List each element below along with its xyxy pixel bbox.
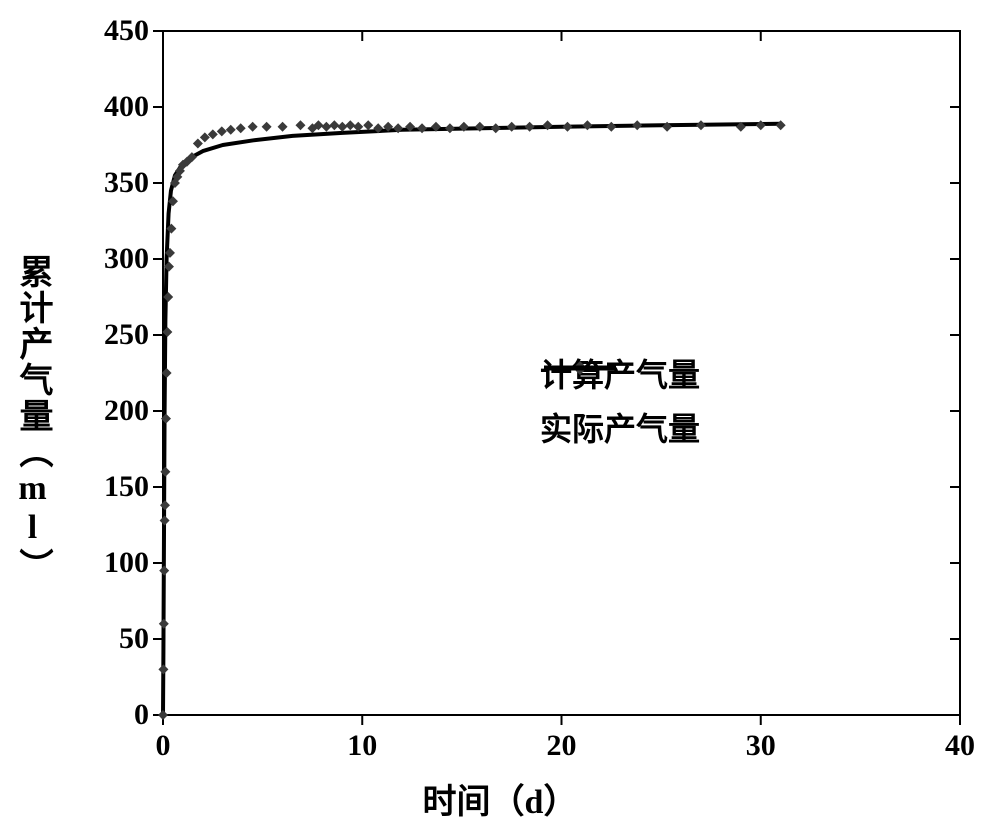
y-tick-label: 100: [104, 546, 149, 580]
chart-legend: 计算产气量 实际产气量: [540, 350, 700, 458]
x-tick-label: 10: [347, 729, 377, 763]
legend-label-line: 实际产气量: [540, 404, 700, 450]
y-tick-label: 50: [119, 622, 149, 656]
legend-line-icon: [540, 350, 620, 386]
y-tick-label: 300: [104, 242, 149, 276]
x-tick-label: 30: [746, 729, 776, 763]
x-tick-label: 40: [945, 729, 975, 763]
y-tick-label: 150: [104, 470, 149, 504]
y-tick-label: 0: [134, 698, 149, 732]
y-tick-label: 250: [104, 318, 149, 352]
y-tick-label: 350: [104, 166, 149, 200]
x-tick-label: 20: [547, 729, 577, 763]
x-tick-label: 0: [156, 729, 171, 763]
gas-production-chart: 累计产气量（ml） 时间（d） 010203040 05010015020025…: [0, 0, 1000, 837]
y-tick-label: 200: [104, 394, 149, 428]
y-tick-label: 450: [104, 14, 149, 48]
y-tick-label: 400: [104, 90, 149, 124]
chart-svg: [0, 0, 1000, 837]
legend-item-line: 实际产气量: [540, 404, 700, 450]
